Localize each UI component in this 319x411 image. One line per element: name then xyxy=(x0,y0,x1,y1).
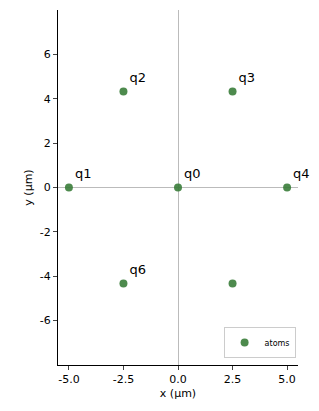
svg-text:-5.0: -5.0 xyxy=(58,373,79,386)
svg-text:2: 2 xyxy=(44,137,51,150)
svg-text:y (µm): y (µm) xyxy=(22,169,35,205)
svg-text:0.0: 0.0 xyxy=(169,373,187,386)
svg-text:-2.5: -2.5 xyxy=(113,373,134,386)
svg-text:6: 6 xyxy=(44,48,51,61)
svg-text:-2: -2 xyxy=(40,226,51,239)
svg-text:5.0: 5.0 xyxy=(278,373,296,386)
svg-text:4: 4 xyxy=(44,93,51,106)
svg-text:x (µm): x (µm) xyxy=(160,387,196,400)
svg-text:q4: q4 xyxy=(293,166,310,181)
svg-text:0: 0 xyxy=(44,181,51,194)
svg-text:q1: q1 xyxy=(75,166,92,181)
svg-text:-4: -4 xyxy=(40,270,51,283)
svg-text:atoms: atoms xyxy=(265,339,290,348)
svg-text:q2: q2 xyxy=(129,70,146,85)
svg-text:-6: -6 xyxy=(40,314,51,327)
svg-text:q3: q3 xyxy=(239,70,256,85)
svg-text:q6: q6 xyxy=(129,262,146,277)
svg-text:q0: q0 xyxy=(184,166,201,181)
svg-text:2.5: 2.5 xyxy=(224,373,242,386)
